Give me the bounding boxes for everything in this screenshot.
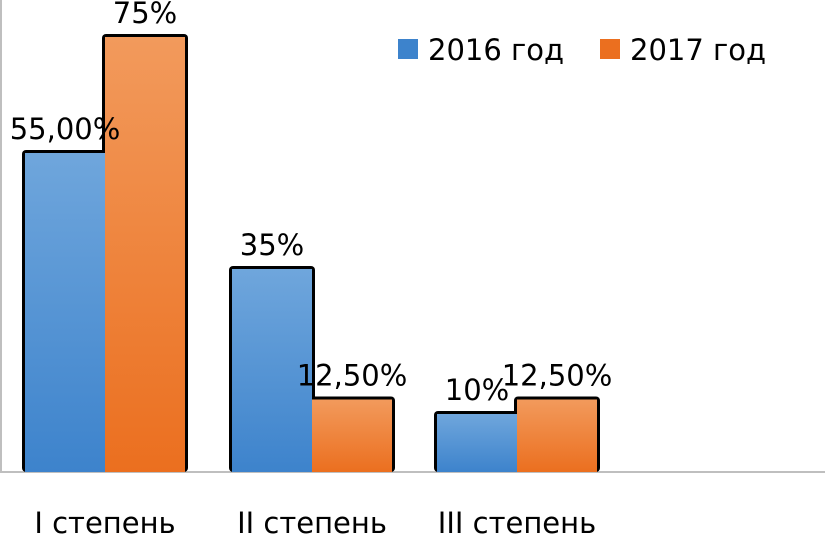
bars-layer — [22, 34, 600, 472]
x-tick-label-2: II степень — [237, 506, 387, 535]
bar-2017-2 — [312, 399, 392, 472]
data-label-2016-1: 55,00% — [10, 112, 121, 146]
legend: 2016 год 2017 год — [398, 33, 766, 67]
legend-label-2017: 2017 год — [630, 33, 766, 67]
x-tick-label-1: I степень — [34, 506, 175, 535]
legend-label-2016: 2016 год — [428, 33, 564, 67]
data-labels-layer: 55,00%75%35%12,50% 10%12,50% — [10, 0, 613, 407]
bar-2016-2 — [232, 269, 312, 472]
x-tick-label-3: III степень — [438, 506, 596, 535]
data-label-2017-1: 75% — [113, 0, 177, 30]
legend-swatch-2017 — [600, 39, 620, 59]
data-label-2017-2: 12,50% — [297, 359, 408, 393]
bar-2016-3 — [437, 414, 517, 472]
legend-swatch-2016 — [398, 39, 418, 59]
bar-2017-1 — [105, 37, 185, 472]
x-tick-labels-layer: I степень II степень III степень — [34, 506, 596, 535]
bar-2017-3 — [517, 399, 597, 472]
data-label-2016-3: 10% — [445, 373, 509, 407]
bar-2016-1 — [25, 153, 105, 472]
data-label-2016-2: 35% — [240, 228, 304, 262]
data-label-2017-3: 12,50% — [502, 359, 613, 393]
